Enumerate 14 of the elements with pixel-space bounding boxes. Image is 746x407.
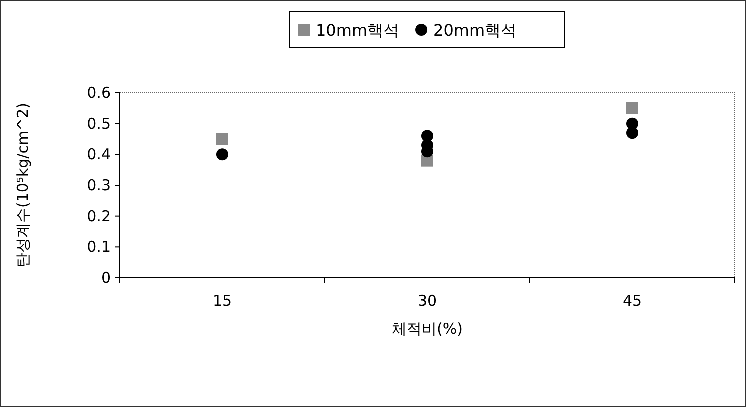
y-tick-label: 0 [101,269,111,287]
y-tick-label: 0.2 [87,207,111,226]
x-tick-label: 30 [418,292,438,310]
y-tick-label: 0.6 [87,84,111,102]
y-tick-label: 0.4 [87,146,111,164]
y-tick-label: 0.5 [87,114,111,133]
y-axis-title: 탄성계수(10⁵kg/cm^2) [14,102,32,268]
x-tick-label: 45 [622,292,642,310]
y-tick-label: 0.1 [87,238,111,256]
y-tick-label: 0.3 [87,176,111,194]
x-tick-label: 15 [212,292,232,310]
x-axis-title: 체적비(%) [392,320,463,338]
legend-label: 10mm핵석 [316,21,400,40]
legend-label: 20mm핵석 [434,21,518,40]
